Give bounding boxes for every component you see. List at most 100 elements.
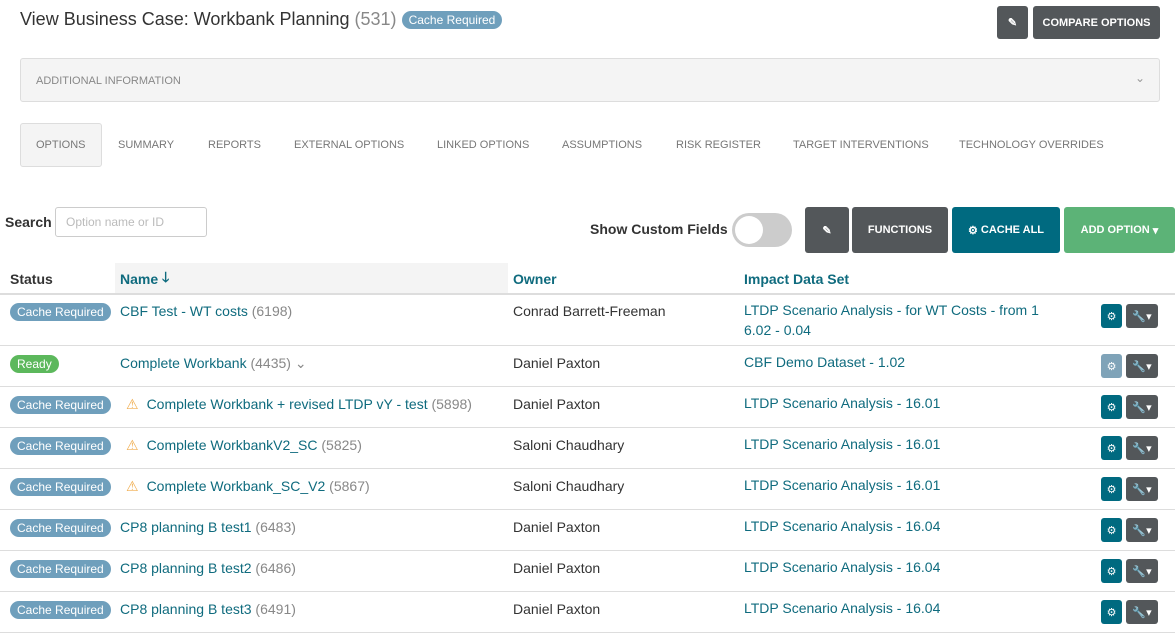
- option-tools-dropdown[interactable]: 🔧▾: [1126, 304, 1158, 328]
- tab-summary[interactable]: SUMMARY: [118, 139, 175, 151]
- option-id: (6483): [255, 519, 296, 535]
- dataset-text: CBF Demo Dataset - 1.02: [744, 354, 906, 370]
- impact-data-set-link[interactable]: LTDP Scenario Analysis - 16.01: [744, 475, 940, 495]
- custom-fields-label: Show Custom Fields: [590, 221, 728, 237]
- status-badge: Cache Required: [10, 478, 111, 497]
- cache-all-button[interactable]: ⚙ CACHE ALL: [952, 207, 1060, 253]
- column-impact-data-set[interactable]: Impact Data Set: [744, 270, 850, 287]
- option-tools-dropdown[interactable]: 🔧▾: [1126, 354, 1158, 378]
- owner: Daniel Paxton: [513, 396, 601, 412]
- option-name-link[interactable]: Complete Workbank + revised LTDP vY - te…: [146, 396, 428, 412]
- option-name-link[interactable]: CP8 planning B test3: [120, 601, 252, 617]
- impact-data-set-link[interactable]: LTDP Scenario Analysis - 16.01: [744, 434, 940, 454]
- option-tools-dropdown[interactable]: 🔧▾: [1126, 477, 1158, 501]
- cache-option-button[interactable]: ⚙: [1101, 304, 1122, 328]
- cache-option-button[interactable]: ⚙: [1101, 477, 1122, 501]
- table-row: Ready Complete Workbank (4435) ⌄ Daniel …: [0, 346, 1175, 387]
- impact-data-set-link[interactable]: LTDP Scenario Analysis - 16.04: [744, 598, 940, 618]
- impact-data-set-link[interactable]: LTDP Scenario Analysis - 16.01: [744, 393, 940, 413]
- option-id: (5825): [321, 437, 362, 453]
- cache-option-button[interactable]: ⚙: [1101, 436, 1122, 460]
- wrench-icon: 🔧▾: [1132, 401, 1152, 414]
- chevron-down-icon[interactable]: ⌄: [294, 355, 307, 371]
- wrench-icon: 🔧▾: [1132, 442, 1152, 455]
- compare-options-button[interactable]: COMPARE OPTIONS: [1033, 6, 1160, 39]
- wrench-icon: 🔧▾: [1132, 524, 1152, 537]
- tab-linked-options[interactable]: LINKED OPTIONS: [437, 139, 530, 151]
- impact-data-set-link[interactable]: CBF Demo Dataset - 1.02: [744, 352, 905, 372]
- column-name-label: Name: [120, 270, 159, 287]
- cache-option-button[interactable]: ⚙: [1101, 518, 1122, 542]
- status-badge: Cache Required: [10, 396, 111, 415]
- cache-all-label: CACHE ALL: [980, 224, 1045, 236]
- warning-icon: ⚠: [126, 437, 139, 453]
- tab-options[interactable]: OPTIONS: [20, 123, 102, 167]
- table-row: Cache Required CP8 planning B test3 (649…: [0, 592, 1175, 633]
- dataset-text: LTDP Scenario Analysis - 16.04: [744, 600, 941, 616]
- tab-external-options[interactable]: EXTERNAL OPTIONS: [294, 139, 405, 151]
- column-owner[interactable]: Owner: [513, 270, 557, 287]
- status-badge: Cache Required: [10, 437, 111, 456]
- table-row: Cache Required CBF Test - WT costs (6198…: [0, 294, 1175, 346]
- arrow-down-icon: 🡓: [162, 268, 170, 285]
- edit-button[interactable]: ✎: [997, 6, 1028, 39]
- option-tools-dropdown[interactable]: 🔧▾: [1126, 395, 1158, 419]
- edit-options-button[interactable]: ✎: [805, 207, 849, 253]
- option-name-link[interactable]: Complete Workbank: [120, 355, 247, 371]
- search-input[interactable]: [55, 207, 207, 237]
- cache-option-button[interactable]: ⚙: [1101, 600, 1122, 624]
- table-row: Cache Required ⚠ Complete WorkbankV2_SC (…: [0, 428, 1175, 469]
- option-name-link[interactable]: Complete WorkbankV2_SC: [146, 437, 318, 453]
- tab-risk-register[interactable]: RISK REGISTER: [676, 139, 761, 151]
- option-tools-dropdown[interactable]: 🔧▾: [1126, 518, 1158, 542]
- header-divider: [0, 293, 1175, 295]
- tab-assumptions[interactable]: ASSUMPTIONS: [562, 139, 643, 151]
- option-name-link[interactable]: CP8 planning B test2: [120, 560, 252, 576]
- custom-fields-toggle[interactable]: [732, 213, 792, 247]
- tab-reports[interactable]: REPORTS: [208, 139, 261, 151]
- tab-target-interventions[interactable]: TARGET INTERVENTIONS: [793, 139, 929, 151]
- option-tools-dropdown[interactable]: 🔧▾: [1126, 436, 1158, 460]
- business-case-id: (531): [354, 9, 397, 29]
- add-option-button[interactable]: ADD OPTION ▾: [1064, 207, 1175, 253]
- wrench-icon: 🔧▾: [1132, 565, 1152, 578]
- option-name-link[interactable]: CP8 planning B test1: [120, 519, 252, 535]
- wrench-icon: 🔧▾: [1132, 606, 1152, 619]
- column-status: Status: [10, 270, 53, 287]
- status-badge: Cache Required: [10, 560, 111, 579]
- dataset-text: LTDP Scenario Analysis - for WT Costs - …: [744, 302, 1039, 318]
- option-name-link[interactable]: CBF Test - WT costs: [120, 303, 248, 319]
- option-id: (6491): [255, 601, 296, 617]
- impact-data-set-link[interactable]: LTDP Scenario Analysis - 16.04: [744, 557, 940, 577]
- page-title: View Business Case: Workbank Planning (5…: [20, 9, 503, 30]
- table-row: Cache Required ⚠ Complete Workbank_SC_V2 …: [0, 469, 1175, 510]
- column-name[interactable]: Name 🡓: [115, 263, 508, 294]
- impact-data-set-link[interactable]: LTDP Scenario Analysis - 16.04: [744, 516, 940, 536]
- cogs-icon: ⚙: [967, 224, 981, 237]
- tab-technology-overrides[interactable]: TECHNOLOGY OVERRIDES: [959, 139, 1104, 151]
- cache-option-button[interactable]: ⚙: [1101, 395, 1122, 419]
- search-label: Search: [5, 214, 52, 230]
- cache-option-button[interactable]: ⚙: [1101, 354, 1122, 378]
- functions-button[interactable]: FUNCTIONS: [852, 207, 948, 253]
- table-row: Cache Required ⚠ Complete Workbank + revi…: [0, 387, 1175, 428]
- option-tools-dropdown[interactable]: 🔧▾: [1126, 600, 1158, 624]
- cogs-icon: ⚙: [1106, 401, 1117, 414]
- owner: Saloni Chaudhary: [513, 437, 625, 453]
- dataset-text: LTDP Scenario Analysis - 16.01: [744, 477, 941, 493]
- status-badge: Cache Required: [401, 11, 503, 30]
- option-id: (5898): [431, 396, 472, 412]
- cache-option-button[interactable]: ⚙: [1101, 559, 1122, 583]
- status-badge: Ready: [10, 355, 59, 374]
- dataset-text: LTDP Scenario Analysis - 16.04: [744, 518, 941, 534]
- toggle-knob: [735, 216, 763, 244]
- additional-information-panel[interactable]: ADDITIONAL INFORMATION ⌄: [20, 58, 1160, 102]
- impact-data-set-link[interactable]: LTDP Scenario Analysis - for WT Costs - …: [744, 300, 1039, 340]
- pencil-icon: ✎: [822, 224, 832, 237]
- option-tools-dropdown[interactable]: 🔧▾: [1126, 559, 1158, 583]
- cogs-icon: ⚙: [1106, 565, 1117, 578]
- option-id: (6198): [251, 303, 293, 319]
- cogs-icon: ⚙: [1106, 360, 1117, 373]
- option-name-link[interactable]: Complete Workbank_SC_V2: [146, 478, 326, 494]
- table-row: Cache Required CP8 planning B test1 (648…: [0, 510, 1175, 551]
